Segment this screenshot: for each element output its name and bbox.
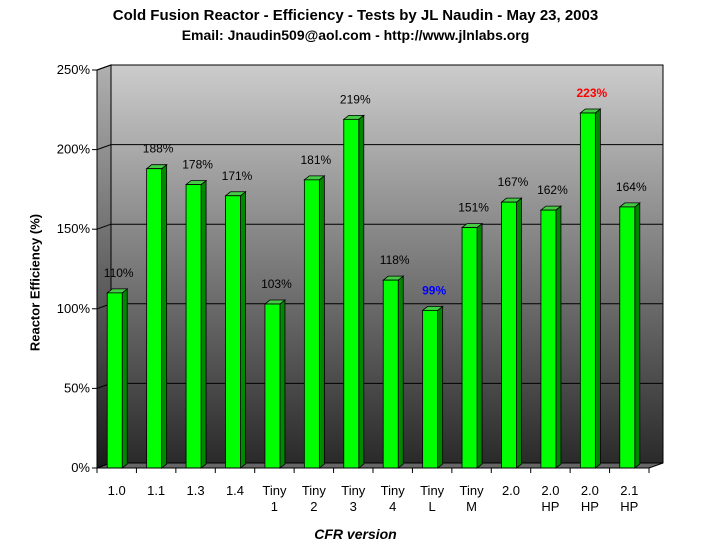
- x-tick-label: HP: [541, 499, 559, 514]
- data-label: 188%: [143, 142, 174, 156]
- x-tick-label: 4: [389, 499, 396, 514]
- bar: [106, 288, 129, 469]
- x-tick-label: M: [466, 499, 477, 514]
- bar-front: [106, 292, 123, 469]
- x-tick-label: HP: [581, 499, 599, 514]
- bar: [539, 205, 563, 469]
- bar: [421, 305, 444, 469]
- data-label: 103%: [261, 277, 292, 291]
- y-tick-label: 250%: [57, 62, 91, 77]
- bar-front: [185, 184, 202, 469]
- bar-front: [343, 118, 360, 469]
- bar-side: [634, 202, 641, 469]
- x-tick-label: Tiny: [420, 483, 445, 498]
- x-tick-label: Tiny: [341, 483, 366, 498]
- bar: [460, 222, 484, 469]
- bar: [382, 275, 405, 469]
- x-tick-label: 2.0: [541, 483, 559, 498]
- y-axis-title: Reactor Efficiency (%): [27, 213, 43, 352]
- bar-front: [461, 227, 478, 469]
- bar: [500, 197, 523, 469]
- bars: [106, 108, 641, 469]
- x-axis-title: CFR version: [314, 526, 397, 542]
- data-label: 164%: [616, 180, 647, 194]
- data-label: 167%: [498, 175, 529, 189]
- x-tick-label: 2: [310, 499, 317, 514]
- bar: [184, 179, 208, 469]
- bar-front: [422, 309, 439, 469]
- data-label: 223%: [577, 86, 608, 100]
- data-label: 99%: [422, 283, 446, 297]
- x-tick-label: 1.4: [226, 483, 244, 498]
- bar: [145, 163, 168, 469]
- bar: [224, 190, 247, 469]
- data-label: 110%: [104, 266, 134, 280]
- bar-side: [121, 288, 128, 469]
- data-label: 171%: [222, 169, 253, 183]
- grid-line: [96, 144, 663, 151]
- plot-floor: [96, 462, 664, 469]
- x-tick-label: Tiny: [302, 483, 327, 498]
- data-label: 151%: [458, 201, 489, 215]
- bar-front: [264, 303, 281, 469]
- x-tick-label: 1.3: [187, 483, 205, 498]
- grid-line: [96, 64, 663, 71]
- bar-side: [279, 299, 286, 469]
- bar-side: [200, 179, 207, 469]
- x-axis: 1.0 1.1 1.3 1.4 Tiny1Tiny2Tiny3Tiny4TinyLTin…: [96, 468, 650, 514]
- bar-side: [240, 190, 246, 469]
- x-tick-label: 2.0: [581, 483, 599, 498]
- bar-side: [437, 305, 444, 469]
- chart-title: Cold Fusion Reactor - Efficiency - Tests…: [112, 7, 599, 24]
- bar-side: [161, 163, 168, 469]
- bar-front: [619, 206, 636, 469]
- bar-front: [540, 209, 557, 469]
- bar-side: [397, 275, 404, 469]
- bar-side: [594, 108, 601, 469]
- bar-side: [358, 114, 365, 469]
- data-label: 181%: [301, 153, 332, 167]
- bar: [342, 114, 365, 469]
- bar-front: [303, 179, 320, 469]
- x-tick-label: 2.1: [620, 483, 638, 498]
- bar-side: [555, 205, 562, 469]
- x-tick-label: 1: [271, 499, 278, 514]
- chart-subtitle: Email: Jnaudin509@aol.com - http://www.j…: [181, 27, 530, 43]
- x-tick-label: Tiny: [460, 483, 485, 498]
- data-label: 162%: [537, 183, 568, 197]
- bar-front: [146, 168, 163, 469]
- y-tick-label: 0%: [71, 460, 90, 475]
- data-label: 118%: [380, 253, 410, 267]
- bar: [618, 202, 641, 469]
- y-tick-label: 200%: [57, 142, 91, 157]
- bar-side: [516, 197, 522, 469]
- data-labels: 110% 188% 178% 171% 103% 181% 219% 118% 99% 151% 1…: [104, 86, 647, 297]
- bar-front: [579, 112, 596, 469]
- bar-front: [501, 201, 517, 469]
- bar-side: [476, 222, 483, 469]
- x-tick-label: 2.0: [502, 483, 520, 498]
- x-tick-label: 1.1: [147, 483, 165, 498]
- data-label: 219%: [340, 92, 371, 106]
- bar: [303, 175, 326, 469]
- x-tick-label: L: [429, 499, 436, 514]
- data-label: 178%: [182, 158, 213, 172]
- bar-front: [225, 195, 241, 469]
- bar-side: [318, 175, 325, 469]
- bar-front: [382, 279, 399, 469]
- x-tick-label: Tiny: [381, 483, 406, 498]
- x-tick-label: 1.0: [108, 483, 126, 498]
- bar: [579, 108, 602, 469]
- x-tick-label: 3: [350, 499, 357, 514]
- x-tick-label: Tiny: [262, 483, 287, 498]
- x-tick-label: HP: [620, 499, 638, 514]
- y-tick-label: 150%: [57, 221, 91, 236]
- bar: [263, 299, 287, 469]
- y-tick-label: 100%: [57, 301, 91, 316]
- y-tick-label: 50%: [64, 380, 90, 395]
